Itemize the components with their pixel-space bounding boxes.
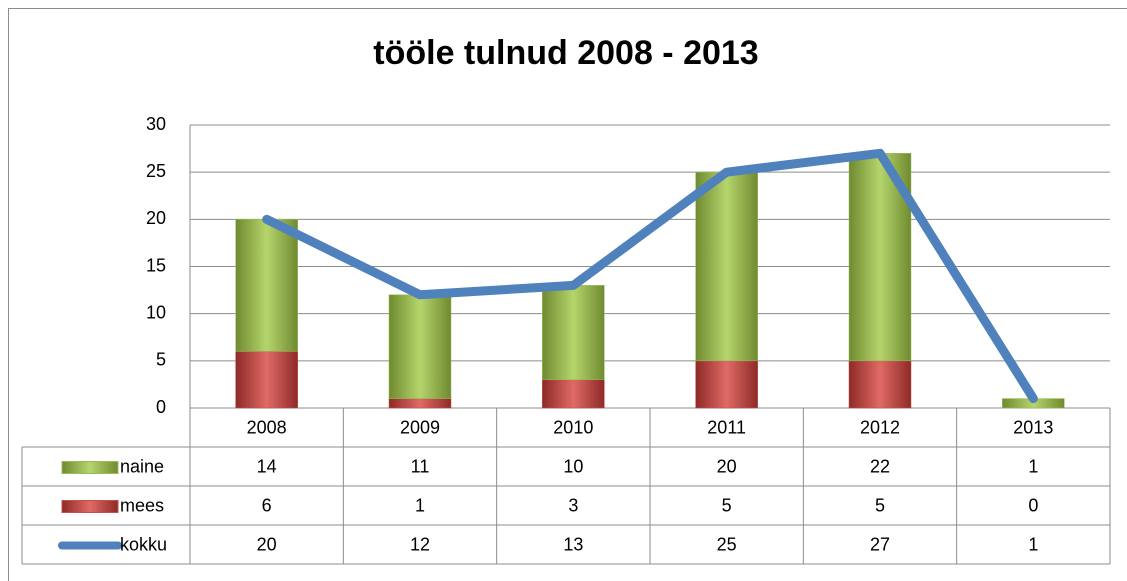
bar <box>388 398 452 409</box>
table-value: 14 <box>257 456 277 476</box>
table-value: 10 <box>563 456 583 476</box>
table-value: 11 <box>411 456 430 476</box>
table-value: 27 <box>870 534 890 554</box>
x-tick-label: 2010 <box>553 417 593 437</box>
table-value: 1 <box>415 495 425 515</box>
y-tick-label: 15 <box>146 255 166 275</box>
bar <box>388 294 452 399</box>
table-value: 20 <box>717 456 737 476</box>
bar <box>695 360 758 409</box>
table-value: 6 <box>262 495 272 515</box>
y-tick-label: 25 <box>146 161 166 181</box>
y-tick-label: 10 <box>146 302 166 322</box>
chart-title: tööle tulnud 2008 - 2013 <box>373 34 758 72</box>
bar <box>695 171 758 362</box>
table-value: 3 <box>568 495 578 515</box>
table-value: 12 <box>410 534 430 554</box>
y-tick-label: 30 <box>146 114 166 134</box>
bar <box>848 153 912 362</box>
x-tick-label: 2008 <box>247 417 287 437</box>
table-value: 5 <box>722 495 732 515</box>
legend-key <box>61 461 119 474</box>
bar <box>542 285 605 380</box>
y-tick-label: 0 <box>156 397 166 417</box>
legend-label: naine <box>120 456 164 476</box>
bar <box>235 351 298 409</box>
legend-key <box>61 500 119 513</box>
x-tick-label: 2011 <box>707 417 746 437</box>
x-tick-label: 2012 <box>860 417 900 437</box>
table-value: 1 <box>1028 534 1038 554</box>
table-value: 13 <box>563 534 583 554</box>
legend-label: mees <box>120 495 164 515</box>
bar <box>542 379 605 409</box>
x-tick-label: 2013 <box>1013 417 1053 437</box>
table-value: 25 <box>717 534 737 554</box>
x-tick-label: 2009 <box>400 417 440 437</box>
table-value: 0 <box>1028 495 1038 515</box>
table-value: 1 <box>1028 456 1038 476</box>
table-value: 22 <box>870 456 890 476</box>
y-tick-label: 5 <box>156 350 166 370</box>
bar <box>235 219 298 352</box>
line <box>262 148 1038 404</box>
y-tick-label: 20 <box>146 208 166 228</box>
table-value: 20 <box>257 534 277 554</box>
table-value: 5 <box>875 495 885 515</box>
bar <box>848 360 912 409</box>
legend-label: kokku <box>120 534 167 554</box>
